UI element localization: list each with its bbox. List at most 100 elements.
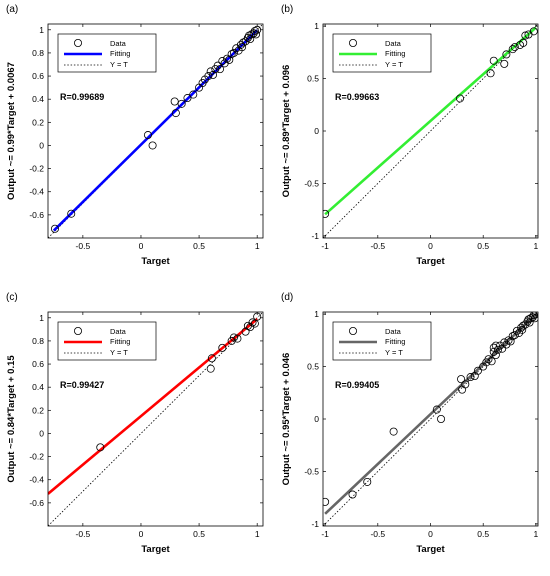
data-point bbox=[457, 375, 466, 384]
data-point bbox=[241, 327, 250, 336]
chart-svg-d: (d) -1 -0.5 0 0.5 1 -1 -0.5 0 0.5 1 Target Output ~=… bbox=[281, 292, 539, 555]
legend-fit-label: Fitting bbox=[110, 337, 130, 346]
data-point bbox=[526, 314, 535, 323]
legend-yt-label: Y = T bbox=[110, 348, 128, 357]
data-point bbox=[508, 45, 517, 54]
panel-label: (b) bbox=[281, 4, 293, 15]
data-point bbox=[323, 497, 330, 506]
data-point bbox=[491, 351, 500, 360]
y-tick-label: 0.2 bbox=[32, 405, 44, 415]
y-tick-label: -0.2 bbox=[29, 164, 44, 174]
x-tick-label: 1 bbox=[255, 529, 260, 539]
data-point bbox=[489, 56, 498, 65]
y-tick-label: -0.5 bbox=[304, 466, 319, 476]
data-point bbox=[523, 317, 532, 326]
plot-content bbox=[323, 312, 538, 526]
x-tick-label: -0.5 bbox=[370, 529, 385, 539]
data-point bbox=[170, 97, 179, 106]
chart-panel-b: (b) -1 -0.5 0 0.5 1 -1 -0.5 0 0.5 1 Target Output ~=… bbox=[275, 0, 550, 288]
y-tick-label: 0 bbox=[314, 126, 319, 136]
data-point bbox=[225, 55, 234, 64]
y-tick-label: -0.5 bbox=[304, 178, 319, 188]
data-point bbox=[524, 315, 533, 324]
y-tick-label: 0.2 bbox=[32, 117, 44, 127]
data-point bbox=[348, 490, 357, 499]
data-point bbox=[229, 333, 238, 342]
y-tick-label: 0.8 bbox=[32, 336, 44, 346]
data-point bbox=[177, 99, 186, 108]
y-tick-label: 0 bbox=[39, 428, 44, 438]
legend-yt-label: Y = T bbox=[385, 348, 403, 357]
x-tick-label: 1 bbox=[534, 241, 539, 251]
x-axis-label: Target bbox=[416, 256, 445, 267]
chart-panel-a: (a) -0.5 0 0.5 1 -0.6 -0.4 -0.2 0 0.2 0.4 0.6 0.8 1 Ta… bbox=[0, 0, 275, 288]
data-point bbox=[512, 326, 521, 335]
legend-data-marker bbox=[349, 327, 358, 336]
x-tick-label: 1 bbox=[534, 529, 539, 539]
y-tick-label: 0.6 bbox=[32, 359, 44, 369]
chart-panel-d: (d) -1 -0.5 0 0.5 1 -1 -0.5 0 0.5 1 Target Output ~=… bbox=[275, 288, 550, 576]
y-axis-label: Output ~= 0.84*Target + 0.15 bbox=[6, 355, 17, 483]
identity-line bbox=[323, 312, 538, 526]
data-point bbox=[437, 415, 446, 424]
data-point bbox=[189, 90, 198, 99]
x-tick-label: -1 bbox=[321, 241, 329, 251]
plot-content bbox=[323, 24, 538, 238]
data-point bbox=[521, 31, 530, 40]
x-tick-label: 0.5 bbox=[477, 529, 489, 539]
y-tick-label: 0.4 bbox=[32, 94, 44, 104]
x-tick-label: 0 bbox=[428, 241, 433, 251]
x-tick-label: -0.5 bbox=[76, 529, 91, 539]
legend-data-marker bbox=[74, 327, 83, 336]
data-point bbox=[206, 364, 215, 373]
data-point bbox=[510, 331, 519, 340]
y-tick-label: -0.2 bbox=[29, 452, 44, 462]
data-point bbox=[517, 323, 526, 332]
y-tick-label: 1 bbox=[314, 309, 319, 319]
data-point bbox=[143, 131, 152, 140]
data-point bbox=[489, 343, 498, 352]
data-point bbox=[518, 325, 527, 334]
identity-line bbox=[48, 312, 263, 526]
legend-data-marker bbox=[74, 39, 83, 48]
y-tick-label: -1 bbox=[311, 231, 319, 241]
fit-line bbox=[324, 26, 537, 216]
x-axis-label: Target bbox=[141, 544, 170, 555]
y-tick-label: 0 bbox=[39, 140, 44, 150]
panel-label: (c) bbox=[6, 292, 18, 303]
y-tick-label: -0.4 bbox=[29, 187, 44, 197]
data-point bbox=[183, 94, 192, 103]
x-tick-label: -0.5 bbox=[76, 241, 91, 251]
data-point bbox=[363, 477, 372, 486]
data-point bbox=[204, 72, 213, 81]
data-point bbox=[432, 405, 441, 414]
y-tick-label: 1 bbox=[39, 25, 44, 35]
data-point bbox=[238, 43, 247, 52]
plot-content bbox=[48, 24, 263, 238]
data-point bbox=[502, 50, 511, 59]
y-tick-label: -0.4 bbox=[29, 475, 44, 485]
data-point bbox=[245, 31, 254, 40]
y-tick-label: 0.8 bbox=[32, 48, 44, 58]
x-tick-label: -0.5 bbox=[370, 241, 385, 251]
data-point bbox=[215, 65, 224, 74]
y-tick-label: 0.4 bbox=[32, 382, 44, 392]
y-tick-label: 1 bbox=[314, 21, 319, 31]
y-tick-label: 1 bbox=[39, 313, 44, 323]
data-point bbox=[529, 312, 538, 320]
legend-data-marker bbox=[349, 39, 358, 48]
data-point bbox=[250, 26, 259, 35]
y-tick-label: 0.6 bbox=[32, 71, 44, 81]
x-tick-label: 0 bbox=[139, 241, 144, 251]
fit-line bbox=[48, 317, 259, 495]
chart-panel-c: (c) -0.5 0 0.5 1 -0.6 -0.4 -0.2 0 0.2 0.4 0.6 0.8 1 Ta… bbox=[0, 288, 275, 576]
panel-label: (a) bbox=[6, 4, 18, 15]
legend-data-label: Data bbox=[110, 327, 127, 336]
chart-svg-c: (c) -0.5 0 0.5 1 -0.6 -0.4 -0.2 0 0.2 0.4 0.6 0.8 1 Ta… bbox=[6, 292, 264, 555]
data-point bbox=[67, 209, 76, 218]
legend-fit-label: Fitting bbox=[385, 337, 405, 346]
data-point bbox=[500, 59, 509, 68]
data-point bbox=[493, 345, 502, 354]
r-value-label: R=0.99405 bbox=[335, 380, 379, 390]
data-point bbox=[529, 27, 538, 36]
